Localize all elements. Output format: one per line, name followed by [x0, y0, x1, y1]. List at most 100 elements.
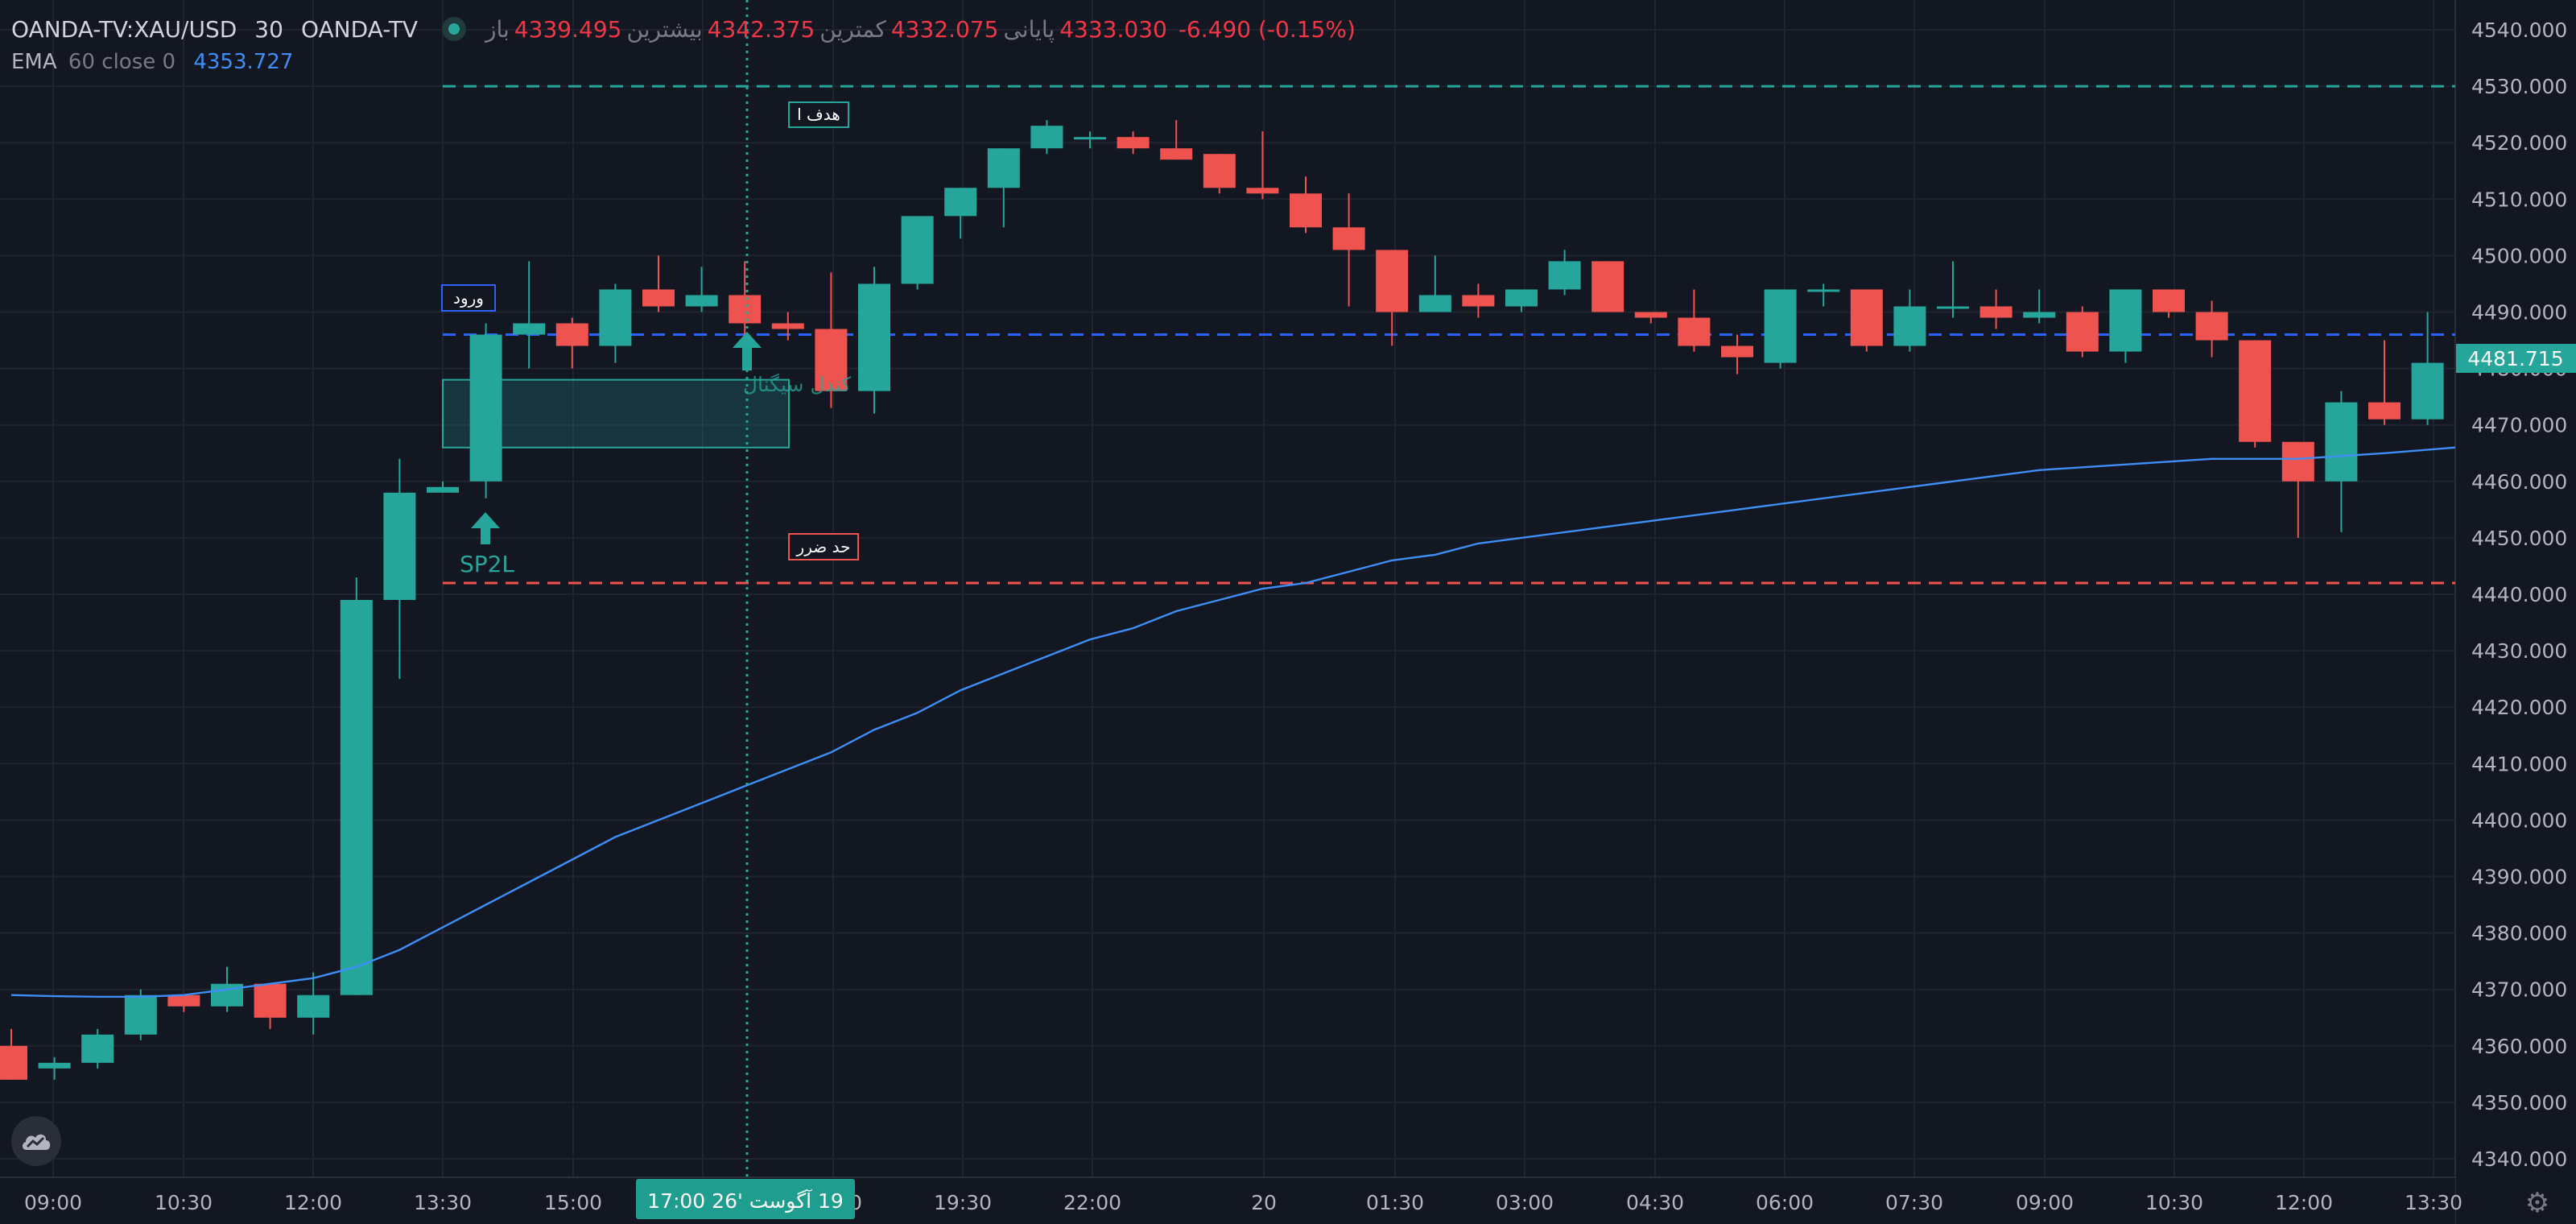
candle-body — [469, 334, 502, 482]
candle-body — [1548, 261, 1581, 290]
candle — [944, 188, 977, 239]
candle — [815, 272, 848, 408]
candle-body — [858, 283, 890, 391]
candle-body — [642, 289, 675, 307]
up-arrow-icon — [471, 512, 500, 544]
candle-body — [2153, 289, 2185, 312]
candle — [81, 1028, 114, 1069]
candle-body — [1376, 250, 1409, 312]
candle-body — [513, 323, 546, 335]
candle-body — [427, 486, 459, 493]
candle-body — [729, 295, 762, 324]
time-tick-label: 15:00 — [544, 1191, 602, 1214]
time-axis-panel[interactable] — [0, 1177, 2455, 1224]
interval-label[interactable]: 30 — [254, 15, 283, 43]
time-tick-label: 12:00 — [284, 1191, 342, 1214]
candle — [729, 261, 762, 335]
crosshair-time-label: 19 آگوست '26 17:00 — [647, 1189, 844, 1213]
ema-name: EMA — [11, 50, 57, 74]
candle-body — [1505, 289, 1538, 307]
entry-label-box[interactable]: ورود — [441, 284, 496, 312]
low-label: کمترین — [819, 15, 886, 43]
candle — [2325, 391, 2358, 532]
candle-body — [1117, 137, 1150, 149]
candle-body — [1937, 306, 1969, 309]
price-tick-label: 4470.000 — [2471, 414, 2567, 437]
candle — [1246, 131, 1279, 200]
candle-body — [254, 983, 287, 1018]
candle-body — [1807, 289, 1840, 292]
candle — [38, 1057, 71, 1080]
candle-body — [944, 188, 977, 217]
market-status-icon[interactable] — [441, 17, 466, 41]
time-tick-label: 22:00 — [1063, 1191, 1121, 1214]
candle-body — [1203, 154, 1236, 188]
price-axis-ticks: 4540.000 4530.000 4520.000 4510.000 4500.000… — [2471, 19, 2567, 1171]
candle — [1807, 283, 1840, 307]
candle — [685, 267, 718, 312]
candle-body — [2109, 289, 2142, 352]
candle — [383, 458, 416, 680]
candle — [1505, 289, 1538, 312]
candle-body — [685, 295, 718, 307]
candle — [340, 577, 373, 995]
candle — [1074, 131, 1106, 149]
candle — [599, 283, 632, 363]
price-tick-label: 4400.000 — [2471, 808, 2567, 832]
price-axis-panel[interactable] — [2455, 0, 2576, 1224]
price-tick-label: 4520.000 — [2471, 131, 2567, 155]
candle — [1376, 250, 1409, 346]
target-label-box[interactable]: هدف ا — [788, 101, 849, 128]
change-value: -6.490 (-0.15%) — [1178, 15, 1356, 43]
stop-loss-label-box[interactable]: حد ضرر — [788, 533, 859, 560]
candle — [0, 1028, 27, 1080]
price-tick-label: 4540.000 — [2471, 19, 2567, 42]
candle-body — [2239, 340, 2272, 442]
open-label: باز — [485, 15, 510, 43]
candle-body — [1634, 312, 1667, 318]
candle — [1332, 193, 1365, 307]
time-tick-label: 10:30 — [2145, 1191, 2203, 1214]
candle-body — [771, 323, 804, 329]
candle-body — [2368, 402, 2401, 420]
close-label: پایانی — [1003, 15, 1055, 43]
candle — [1117, 131, 1150, 155]
candle — [1462, 283, 1495, 318]
time-tick-label: 13:30 — [2405, 1191, 2462, 1214]
close-value: 4333.030 — [1059, 15, 1167, 43]
price-tick-label: 4530.000 — [2471, 75, 2567, 98]
candle-body — [555, 323, 588, 346]
time-tick-label: 13:30 — [414, 1191, 472, 1214]
candle-body — [1030, 126, 1063, 149]
time-tick-label: 03:00 — [1496, 1191, 1554, 1214]
candle-body — [124, 994, 157, 1035]
candle — [1203, 154, 1236, 194]
symbol-legend: OANDA-TV:XAU/USD 30 OANDA-TV باز 4339.49… — [11, 13, 1356, 45]
ema-line — [10, 446, 2456, 998]
time-tick-label: 09:00 — [24, 1191, 82, 1214]
symbol-name[interactable]: OANDA-TV:XAU/USD — [11, 15, 237, 43]
price-tick-label: 4370.000 — [2471, 978, 2567, 1002]
candle — [2411, 312, 2444, 425]
crosshair-time-label-bg — [636, 1179, 855, 1219]
time-tick-label: 20 — [1251, 1191, 1277, 1214]
gear-icon[interactable]: ⚙ — [2524, 1187, 2550, 1219]
candle — [513, 261, 546, 369]
target-label: هدف ا — [797, 105, 840, 124]
ema-legend[interactable]: EMA 60 close 0 4353.727 — [11, 50, 293, 74]
signal-candle-text: کندل سیگنال — [743, 373, 851, 396]
price-tick-label: 4450.000 — [2471, 527, 2567, 550]
candle-body — [2195, 312, 2228, 341]
candle — [1030, 120, 1063, 155]
candle — [297, 972, 330, 1035]
candle-body — [1678, 317, 1711, 346]
price-tick-label: 4440.000 — [2471, 583, 2567, 606]
price-tick-label: 4380.000 — [2471, 922, 2567, 945]
price-tick-label: 4430.000 — [2471, 639, 2567, 663]
candle-body — [1246, 188, 1279, 194]
price-tick-label: 4350.000 — [2471, 1091, 2567, 1114]
candle — [987, 148, 1020, 228]
tradingview-cloud-icon[interactable] — [11, 1116, 61, 1166]
